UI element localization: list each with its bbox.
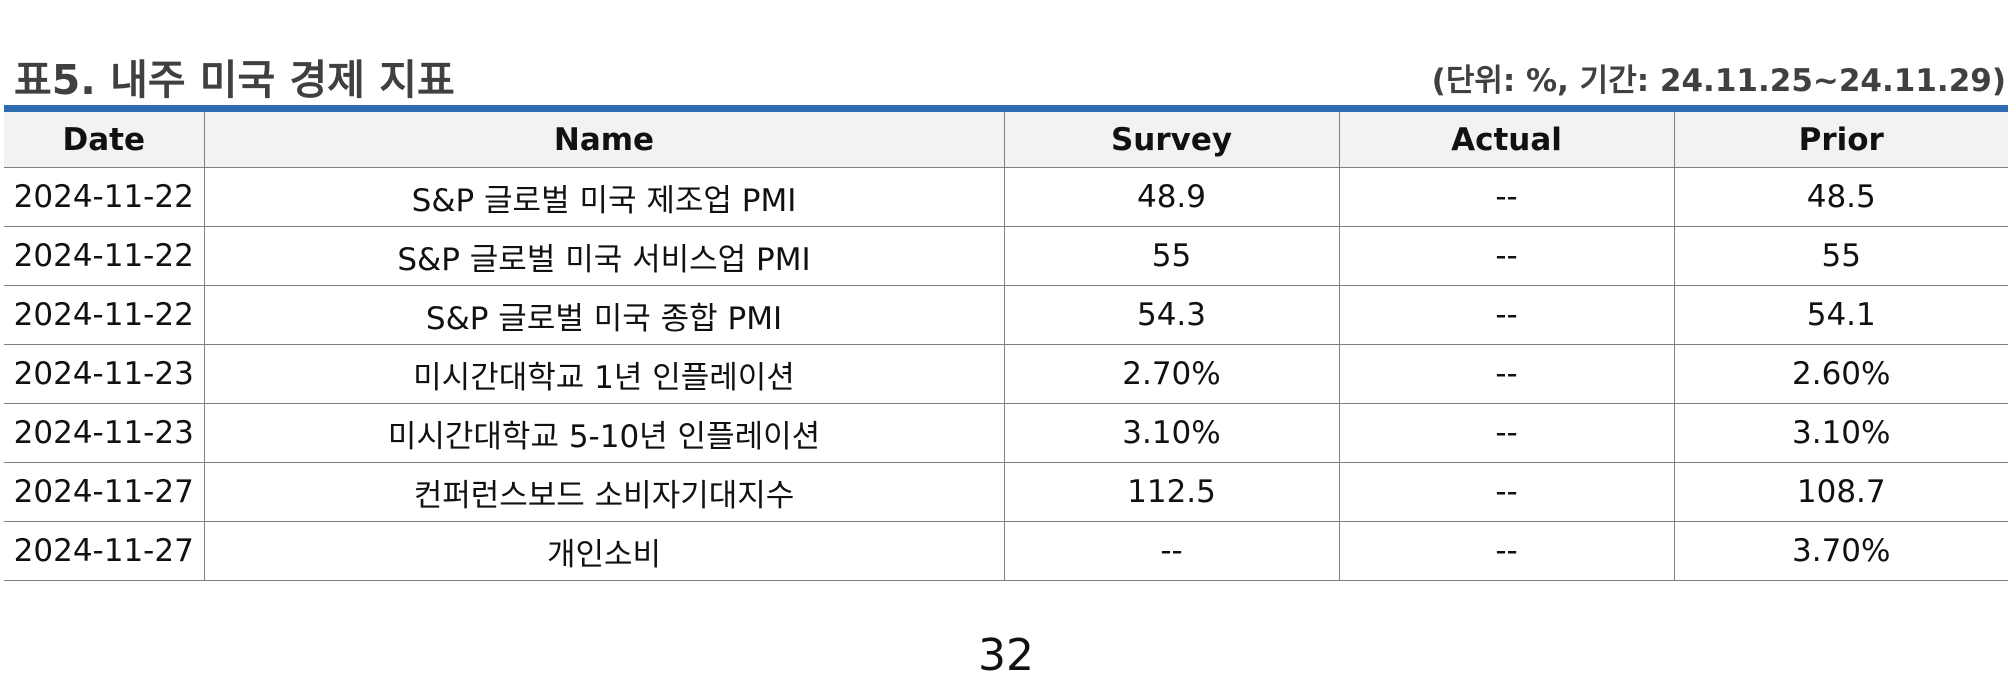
table-row: 2024-11-27 컨퍼런스보드 소비자기대지수 112.5 -- 108.7 — [4, 462, 2008, 522]
table-header: Date Name Survey Actual Prior — [4, 112, 2008, 168]
cell-name: S&P 글로벌 미국 제조업 PMI — [203, 167, 1004, 227]
column-header-date: Date — [4, 112, 204, 168]
column-header-name: Name — [203, 112, 1004, 168]
cell-actual: -- — [1338, 521, 1674, 581]
cell-actual: -- — [1338, 462, 1674, 522]
cell-actual: -- — [1338, 403, 1674, 463]
cell-prior: 2.60% — [1673, 344, 2008, 404]
cell-survey: 54.3 — [1003, 285, 1339, 345]
cell-name: S&P 글로벌 미국 서비스업 PMI — [203, 226, 1004, 286]
cell-prior: 3.70% — [1673, 521, 2008, 581]
cell-name: 컨퍼런스보드 소비자기대지수 — [203, 462, 1004, 522]
table-row: 2024-11-23 미시간대학교 1년 인플레이션 2.70% -- 2.60… — [4, 344, 2008, 404]
cell-date: 2024-11-27 — [4, 462, 204, 522]
title-divider-rule — [4, 105, 2008, 112]
cell-date: 2024-11-27 — [4, 521, 204, 581]
cell-prior: 3.10% — [1673, 403, 2008, 463]
table-header-row: 표5. 내주 미국 경제 지표 (단위: %, 기간: 24.11.25~24.… — [4, 52, 2008, 104]
cell-actual: -- — [1338, 167, 1674, 227]
cell-actual: -- — [1338, 226, 1674, 286]
cell-prior: 48.5 — [1673, 167, 2008, 227]
table-row: 2024-11-22 S&P 글로벌 미국 제조업 PMI 48.9 -- 48… — [4, 167, 2008, 227]
cell-survey: 2.70% — [1003, 344, 1339, 404]
cell-survey: 3.10% — [1003, 403, 1339, 463]
cell-prior: 54.1 — [1673, 285, 2008, 345]
cell-survey: 55 — [1003, 226, 1339, 286]
cell-name: S&P 글로벌 미국 종합 PMI — [203, 285, 1004, 345]
column-header-prior: Prior — [1673, 112, 2008, 168]
cell-prior: 108.7 — [1673, 462, 2008, 522]
table-row: 2024-11-23 미시간대학교 5-10년 인플레이션 3.10% -- 3… — [4, 403, 2008, 463]
column-header-actual: Actual — [1338, 112, 1674, 168]
cell-name: 미시간대학교 1년 인플레이션 — [203, 344, 1004, 404]
table-row: 2024-11-22 S&P 글로벌 미국 서비스업 PMI 55 -- 55 — [4, 226, 2008, 286]
cell-actual: -- — [1338, 285, 1674, 345]
table-title: 표5. 내주 미국 경제 지표 — [14, 56, 455, 104]
column-header-survey: Survey — [1003, 112, 1339, 168]
cell-date: 2024-11-22 — [4, 285, 204, 345]
cell-date: 2024-11-23 — [4, 403, 204, 463]
cell-date: 2024-11-22 — [4, 226, 204, 286]
cell-date: 2024-11-23 — [4, 344, 204, 404]
cell-prior: 55 — [1673, 226, 2008, 286]
cell-survey: 48.9 — [1003, 167, 1339, 227]
unit-period-note: (단위: %, 기간: 24.11.25~24.11.29) — [1431, 63, 2006, 99]
cell-name: 개인소비 — [203, 521, 1004, 581]
cell-survey: 112.5 — [1003, 462, 1339, 522]
page-number: 32 — [978, 630, 1034, 681]
cell-name: 미시간대학교 5-10년 인플레이션 — [203, 403, 1004, 463]
cell-survey: -- — [1003, 521, 1339, 581]
cell-actual: -- — [1338, 344, 1674, 404]
table-row: 2024-11-27 개인소비 -- -- 3.70% — [4, 521, 2008, 581]
economic-indicators-table: Date Name Survey Actual Prior 2024-11-22… — [4, 112, 2008, 581]
cell-date: 2024-11-22 — [4, 167, 204, 227]
table-row: 2024-11-22 S&P 글로벌 미국 종합 PMI 54.3 -- 54.… — [4, 285, 2008, 345]
